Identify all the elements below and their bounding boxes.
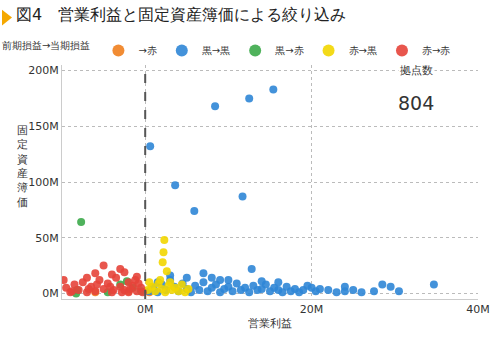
svg-text:黒→赤: 黒→赤	[275, 45, 303, 56]
svg-text:0M: 0M	[137, 303, 154, 316]
svg-text:100M: 100M	[28, 176, 59, 189]
svg-text:営業利益: 営業利益	[248, 317, 292, 330]
svg-text:前期損益→当期損益: 前期損益→当期損益	[2, 40, 90, 51]
svg-text:50M: 50M	[35, 232, 59, 245]
svg-text:黒→黒: 黒→黒	[202, 45, 230, 56]
svg-text:20M: 20M	[300, 303, 324, 316]
svg-text:赤→黒: 赤→黒	[349, 45, 377, 56]
svg-text:赤→赤: 赤→赤	[422, 45, 450, 56]
svg-text:図4 営業利益と固定資産簿価による絞り込み: 図4 営業利益と固定資産簿価による絞り込み	[16, 5, 346, 24]
svg-text:40M: 40M	[466, 303, 490, 316]
svg-text:0M: 0M	[42, 287, 59, 300]
svg-text:拠点数: 拠点数	[400, 64, 433, 77]
svg-text:804: 804	[398, 92, 434, 114]
svg-text:200M: 200M	[28, 64, 59, 77]
svg-text:150M: 150M	[28, 120, 59, 133]
svg-text:固定資産簿価: 固定資産簿価	[17, 124, 28, 209]
svg-text:→赤: →赤	[138, 45, 156, 56]
